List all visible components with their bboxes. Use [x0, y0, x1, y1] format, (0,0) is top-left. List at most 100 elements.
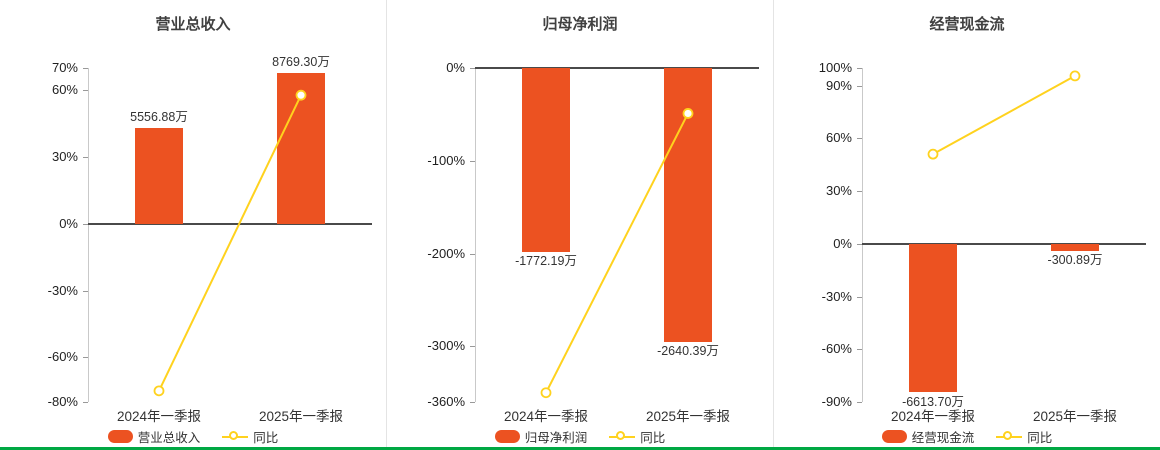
y-tick-label: 0% — [833, 235, 852, 251]
y-tick-label: 60% — [51, 82, 78, 98]
y-tick-label: -100% — [427, 152, 465, 168]
y-tick-label: 90% — [825, 77, 852, 93]
y-tick-mark — [470, 253, 475, 255]
y-tick-label: -60% — [47, 349, 78, 365]
chart-panel-operating-cash-flow: 经营现金流 100% 90% 60% 30% 0% -30% -60% -90% -6613.7… — [773, 0, 1160, 447]
y-tick-mark — [470, 402, 475, 403]
y-tick-label: -30% — [821, 288, 852, 304]
chart-title: 经营现金流 — [929, 16, 1005, 33]
y-tick-mark — [83, 357, 88, 359]
trend-point-marker — [540, 387, 552, 399]
y-tick-mark — [83, 90, 88, 92]
chart-title: 归母净利润 — [542, 16, 618, 33]
bar — [522, 68, 570, 253]
chart-legend: 归母净利润 同比 — [387, 427, 773, 446]
chart-legend: 经营现金流 同比 — [774, 427, 1160, 446]
chart-plot: 70% 60% 30% 0% -30% -60% -80% 5556.88万 2024年一季报 8… — [0, 0, 386, 447]
y-tick-label: -30% — [47, 282, 78, 298]
y-tick-mark — [83, 68, 88, 69]
y-tick-label: 30% — [51, 149, 78, 165]
trend-point-marker — [927, 148, 939, 160]
y-tick-label: -80% — [47, 394, 78, 409]
y-tick-mark — [857, 191, 862, 193]
line-series-swatch-icon — [996, 430, 1023, 443]
y-tick-mark — [83, 402, 88, 403]
y-axis-line — [475, 68, 476, 402]
bar-series-label: 归母净利润 — [524, 431, 588, 445]
zero-axis-line — [862, 242, 1146, 245]
y-tick-mark — [857, 349, 862, 351]
bar-series-label: 营业总收入 — [137, 431, 201, 445]
y-axis-line — [88, 68, 89, 402]
zero-axis-line — [475, 67, 759, 69]
y-tick-label: 0% — [59, 215, 78, 231]
category-label: 2024年一季报 — [116, 409, 202, 424]
bar-series-label: 经营现金流 — [911, 431, 975, 445]
bar — [135, 128, 183, 224]
bar-value-label: 8769.30万 — [272, 54, 330, 69]
chart-panel-operating-revenue: 营业总收入 70% 60% 30% 0% -30% -60% -80% 5556.88万 202… — [0, 0, 386, 447]
y-tick-mark — [83, 290, 88, 292]
y-tick-mark — [857, 243, 862, 245]
bar-value-label: -1772.19万 — [515, 254, 577, 269]
trend-point-marker — [1069, 70, 1081, 82]
legend-item-line-series[interactable]: 同比 — [609, 427, 665, 446]
category-label: 2024年一季报 — [503, 409, 589, 424]
bar — [1051, 243, 1099, 251]
category-label: 2025年一季报 — [258, 409, 344, 424]
y-tick-label: -90% — [821, 394, 852, 409]
line-series-swatch-icon — [609, 430, 636, 443]
category-label: 2025年一季报 — [645, 409, 731, 424]
y-tick-mark — [857, 68, 862, 69]
y-tick-label: 60% — [825, 130, 852, 146]
y-tick-label: 100% — [818, 60, 852, 75]
legend-item-line-series[interactable]: 同比 — [996, 427, 1052, 446]
line-series-label: 同比 — [253, 431, 279, 445]
legend-item-line-series[interactable]: 同比 — [222, 427, 278, 446]
trend-point-marker — [153, 385, 165, 397]
y-tick-label: 0% — [446, 60, 465, 75]
chart-legend: 营业总收入 同比 — [0, 427, 386, 446]
y-tick-mark — [857, 402, 862, 403]
y-tick-mark — [83, 223, 88, 225]
chart-plot: 0% -100% -200% -300% -360% -1772.19万 2024年一季报 -… — [387, 0, 773, 447]
y-tick-label: -200% — [427, 245, 465, 261]
line-series-swatch-icon — [222, 430, 249, 443]
legend-item-bar-series[interactable]: 经营现金流 — [881, 427, 975, 446]
bar — [277, 72, 325, 224]
bar-value-label: -2640.39万 — [657, 344, 719, 359]
bar-series-swatch-icon — [881, 430, 907, 443]
y-tick-mark — [83, 157, 88, 159]
y-tick-label: -300% — [427, 338, 465, 354]
chart-panel-net-profit: 归母净利润 0% -100% -200% -300% -360% -1772.19万 202… — [386, 0, 773, 447]
trend-line-path — [932, 75, 1076, 156]
zero-axis-line — [88, 222, 372, 225]
y-tick-label: -60% — [821, 341, 852, 357]
bar — [909, 243, 957, 393]
bar-value-label: -6613.70万 — [902, 394, 964, 409]
line-series-label: 同比 — [640, 431, 666, 445]
chart-title: 营业总收入 — [155, 16, 231, 33]
bar-series-swatch-icon — [107, 430, 133, 443]
y-tick-mark — [857, 85, 862, 87]
bar-value-label: 5556.88万 — [130, 110, 188, 125]
bottom-accent-line — [0, 447, 1160, 450]
category-label: 2024年一季报 — [890, 409, 976, 424]
line-series-label: 同比 — [1027, 431, 1053, 445]
chart-plot: 100% 90% 60% 30% 0% -30% -60% -90% -6613.70万 2024… — [774, 0, 1160, 447]
y-axis-line — [862, 68, 863, 402]
bar-value-label: -300.89万 — [1047, 252, 1103, 267]
bar-series-swatch-icon — [494, 430, 520, 443]
category-label: 2025年一季报 — [1032, 409, 1118, 424]
y-tick-mark — [857, 138, 862, 140]
y-tick-mark — [857, 296, 862, 298]
y-tick-label: 30% — [825, 183, 852, 199]
y-tick-label: 70% — [51, 60, 78, 75]
legend-item-bar-series[interactable]: 营业总收入 — [107, 427, 201, 446]
legend-item-bar-series[interactable]: 归母净利润 — [494, 427, 588, 446]
bar — [664, 68, 712, 343]
y-tick-mark — [470, 68, 475, 69]
y-tick-mark — [470, 160, 475, 162]
y-tick-mark — [470, 346, 475, 348]
